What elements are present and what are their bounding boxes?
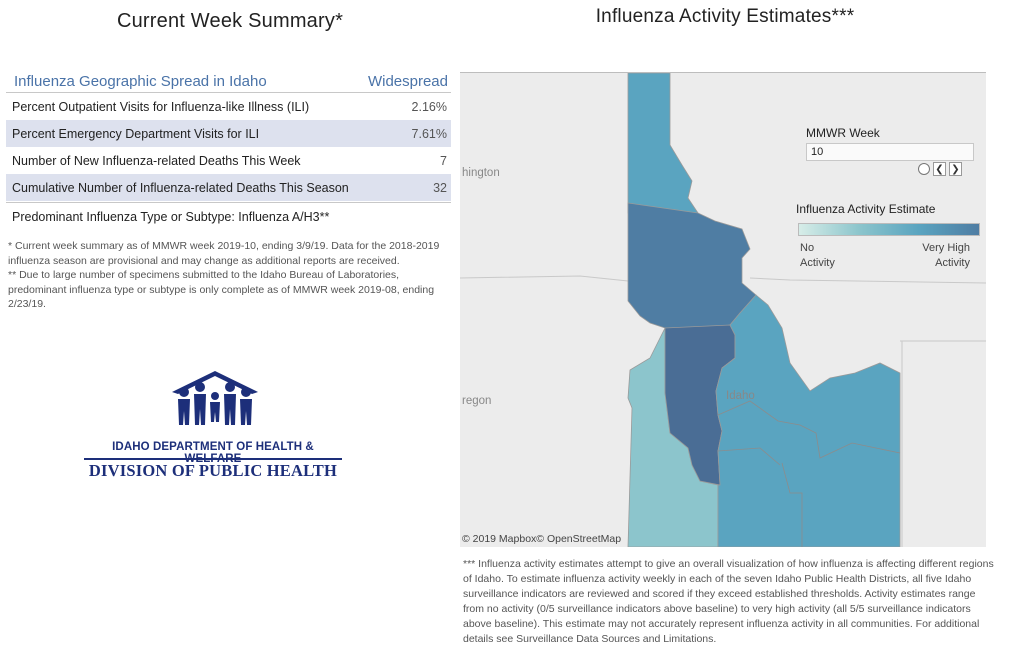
district-5[interactable] [715, 294, 901, 547]
oregon-label: regon [462, 395, 492, 407]
geographic-spread-label: Influenza Geographic Spread in Idaho [14, 72, 267, 90]
row-label: Percent Outpatient Visits for Influenza-… [12, 99, 310, 114]
play-control-icon[interactable] [918, 163, 930, 175]
map-attribution[interactable]: © 2019 Mapbox© OpenStreetMap [462, 533, 622, 545]
summary-header: Influenza Geographic Spread in Idaho Wid… [6, 70, 451, 93]
legend-color-ramp [798, 223, 980, 236]
table-row: Percent Outpatient Visits for Influenza-… [6, 93, 451, 120]
mmwr-week-input[interactable] [806, 143, 974, 161]
washington-label: hington [462, 167, 500, 179]
predominant-type-label: Predominant Influenza Type or Subtype: I… [12, 209, 330, 224]
logo-division-text: DIVISION OF PUBLIC HEALTH [88, 461, 338, 480]
next-week-button[interactable]: ❯ [949, 162, 962, 176]
legend-high-label: Very High Activity [912, 241, 970, 271]
row-value: 32 [433, 180, 447, 195]
logo-department-text: IDAHO DEPARTMENT OF HEALTH & WELFARE [112, 441, 314, 465]
map-footnote: *** Influenza activity estimates attempt… [463, 558, 994, 645]
footnote-subtype: ** Due to large number of specimens subm… [8, 269, 435, 310]
map-canvas [460, 73, 986, 547]
summary-title: Current Week Summary* [116, 10, 344, 32]
mmwr-week-label: MMWR Week [806, 126, 880, 140]
table-row: Cumulative Number of Influenza-related D… [6, 174, 451, 201]
table-row: Percent Emergency Department Visits for … [6, 120, 451, 147]
row-value: 7.61% [411, 126, 447, 141]
row-label: Percent Emergency Department Visits for … [12, 126, 260, 141]
footnote-week: * Current week summary as of MMWR week 2… [8, 240, 440, 267]
legend-title: Influenza Activity Estimate [796, 202, 936, 216]
legend-high-text: Very High Activity [922, 242, 970, 269]
influenza-map[interactable]: hington regon Idaho © 2019 Mapbox© OpenS… [460, 72, 986, 547]
predominant-type-row: Predominant Influenza Type or Subtype: I… [6, 202, 451, 230]
summary-table: Influenza Geographic Spread in Idaho Wid… [6, 70, 451, 230]
row-value: 7 [440, 153, 447, 168]
people-family-icon [170, 368, 260, 428]
dhw-logo: IDAHO DEPARTMENT OF HEALTH & WELFARE DIV… [84, 368, 342, 488]
table-row: Number of New Influenza-related Deaths T… [6, 147, 451, 174]
summary-footnotes: * Current week summary as of MMWR week 2… [8, 239, 453, 312]
district-1[interactable] [627, 73, 699, 214]
geographic-spread-value: Widespread [367, 72, 448, 90]
row-label: Cumulative Number of Influenza-related D… [12, 180, 349, 195]
map-title: Influenza Activity Estimates*** [595, 6, 855, 27]
logo-divider [84, 458, 342, 460]
prev-week-button[interactable]: ❮ [933, 162, 946, 176]
row-value: 2.16% [411, 99, 447, 114]
legend-low-label: No Activity [800, 241, 848, 271]
row-label: Number of New Influenza-related Deaths T… [12, 153, 301, 168]
idaho-label: Idaho [726, 390, 755, 402]
district-2[interactable] [627, 202, 757, 329]
legend-low-text: No Activity [800, 242, 835, 269]
